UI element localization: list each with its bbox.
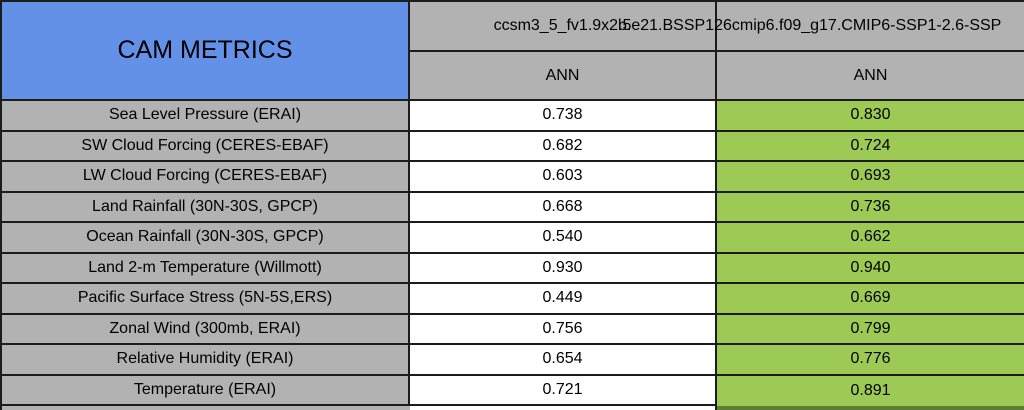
- metric-label: Ocean Rainfall (30N-30S, GPCP): [0, 223, 410, 254]
- column-header-model-1: ccsm3_5_fv1.9x2.5: [410, 0, 717, 52]
- metric-value-run1: 0.654: [410, 345, 717, 376]
- metric-value-run1: 0.930: [410, 253, 717, 284]
- metric-value-run2: 0.662: [717, 223, 1024, 254]
- metric-value-run1: 0.603: [410, 162, 717, 193]
- metric-value-run2: 0.891: [717, 375, 1024, 406]
- column-header-model-2: b.e21.BSSP126cmip6.f09_g17.CMIP6-SSP1-2.…: [618, 0, 1024, 52]
- metric-value-run1: 0.668: [410, 192, 717, 223]
- metric-label: Land Rainfall (30N-30S, GPCP): [0, 192, 410, 223]
- metric-value-run2: 0.669: [717, 284, 1024, 315]
- column-subheader-season-2: ANN: [717, 52, 1024, 101]
- metric-label: Relative Humidity (ERAI): [0, 345, 410, 376]
- clipped-row-value1-sliver: [410, 406, 717, 410]
- metric-label: SW Cloud Forcing (CERES-EBAF): [0, 131, 410, 162]
- metric-value-run1: 0.721: [410, 375, 717, 406]
- metric-label: LW Cloud Forcing (CERES-EBAF): [0, 162, 410, 193]
- metric-value-run2: 0.799: [717, 314, 1024, 345]
- metric-value-run1: 0.449: [410, 284, 717, 315]
- metric-label: Pacific Surface Stress (5N-5S,ERS): [0, 284, 410, 315]
- metric-value-run1: 0.738: [410, 101, 717, 132]
- table-title: CAM METRICS: [0, 0, 410, 101]
- metric-value-run1: 0.540: [410, 223, 717, 254]
- column-subheader-season-1: ANN: [410, 52, 717, 101]
- metric-value-run2: 0.736: [717, 192, 1024, 223]
- clipped-row-value2-sliver: [717, 406, 1024, 410]
- metric-value-run1: 0.682: [410, 131, 717, 162]
- metric-value-run2: 0.830: [717, 101, 1024, 132]
- clipped-row-label-sliver: [0, 406, 410, 410]
- metric-value-run1: 0.756: [410, 314, 717, 345]
- metric-value-run2: 0.724: [717, 131, 1024, 162]
- metric-label: Temperature (ERAI): [0, 375, 410, 406]
- metric-label: Land 2-m Temperature (Willmott): [0, 253, 410, 284]
- metric-label: Zonal Wind (300mb, ERAI): [0, 314, 410, 345]
- metric-value-run2: 0.940: [717, 253, 1024, 284]
- column-header-model-2-text: b.e21.BSSP126cmip6.f09_g17.CMIP6-SSP1-2.…: [618, 17, 1002, 34]
- metric-label: Sea Level Pressure (ERAI): [0, 101, 410, 132]
- metric-value-run2: 0.693: [717, 162, 1024, 193]
- metric-value-run2: 0.776: [717, 345, 1024, 376]
